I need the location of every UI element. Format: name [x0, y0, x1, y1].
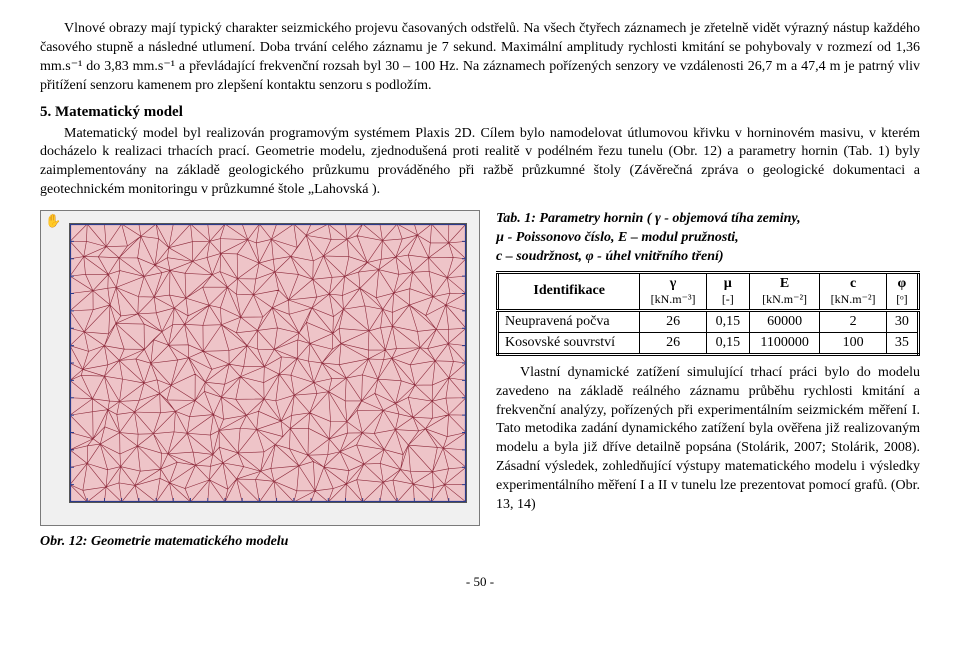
- row-label: Neupravená počva: [498, 310, 640, 332]
- page-number: - 50 -: [40, 574, 920, 590]
- cell-c: 100: [820, 332, 886, 354]
- tab-caption-line-1: Tab. 1: Parametry hornin ( γ - objemová …: [496, 211, 801, 226]
- figure-12-caption: Obr. 12: Geometrie matematického modelu: [40, 534, 480, 550]
- mu-symbol: µ: [724, 276, 732, 291]
- hand-cursor-icon: ✋: [45, 213, 61, 229]
- phi-unit: [ᵒ]: [893, 292, 911, 307]
- col-gamma: γ [kN.m⁻³]: [640, 272, 706, 310]
- right-paragraph: Vlastní dynamické zatížení simulující tr…: [496, 364, 920, 515]
- cell-e: 1100000: [749, 332, 820, 354]
- cell-mu: 0,15: [706, 332, 749, 354]
- cell-phi: 35: [886, 332, 918, 354]
- gamma-symbol: γ: [670, 276, 677, 291]
- table-row: Neupravená počva 26 0,15 60000 2 30: [498, 310, 919, 332]
- figure-column: ▲▲ ✋ Obr. 12: Geometrie matematického mo…: [40, 210, 480, 550]
- c-symbol: c: [850, 276, 856, 291]
- table-header-row: Identifikace γ [kN.m⁻³] µ [-] E [kN.m⁻²]: [498, 272, 919, 310]
- cell-gamma: 26: [640, 332, 706, 354]
- col-e: E [kN.m⁻²]: [749, 272, 820, 310]
- intro-paragraph: Vlnové obrazy mají typický charakter sei…: [40, 20, 920, 96]
- parameters-table: Identifikace γ [kN.m⁻³] µ [-] E [kN.m⁻²]: [496, 271, 920, 356]
- plaxis-figure-frame: ▲▲ ✋: [40, 210, 480, 526]
- mesh-svg: [70, 224, 466, 502]
- cell-gamma: 26: [640, 310, 706, 332]
- cell-phi: 30: [886, 310, 918, 332]
- e-unit: [kN.m⁻²]: [756, 292, 814, 307]
- col-id: Identifikace: [498, 272, 640, 310]
- section-5-title: 5. Matematický model: [40, 104, 920, 121]
- tab-caption-line-3: c – soudržnost, φ - úhel vnitřního tření…: [496, 249, 724, 264]
- cell-e: 60000: [749, 310, 820, 332]
- phi-symbol: φ: [898, 276, 907, 291]
- table-1-caption: Tab. 1: Parametry hornin ( γ - objemová …: [496, 210, 920, 267]
- col-mu: µ [-]: [706, 272, 749, 310]
- col-c: c [kN.m⁻²]: [820, 272, 886, 310]
- table-row: Kosovské souvrství 26 0,15 1100000 100 3…: [498, 332, 919, 354]
- row-label: Kosovské souvrství: [498, 332, 640, 354]
- gamma-unit: [kN.m⁻³]: [646, 292, 699, 307]
- e-symbol: E: [780, 276, 789, 291]
- two-column-layout: ▲▲ ✋ Obr. 12: Geometrie matematického mo…: [40, 210, 920, 550]
- cell-mu: 0,15: [706, 310, 749, 332]
- mesh-canvas: [69, 223, 467, 503]
- table-column: Tab. 1: Parametry hornin ( γ - objemová …: [496, 210, 920, 521]
- tab-caption-line-2: µ - Poissonovo číslo, E – modul pružnost…: [496, 230, 739, 245]
- col-phi: φ [ᵒ]: [886, 272, 918, 310]
- c-unit: [kN.m⁻²]: [826, 292, 879, 307]
- cell-c: 2: [820, 310, 886, 332]
- section-5-body: Matematický model byl realizován program…: [40, 125, 920, 201]
- mu-unit: [-]: [713, 292, 743, 307]
